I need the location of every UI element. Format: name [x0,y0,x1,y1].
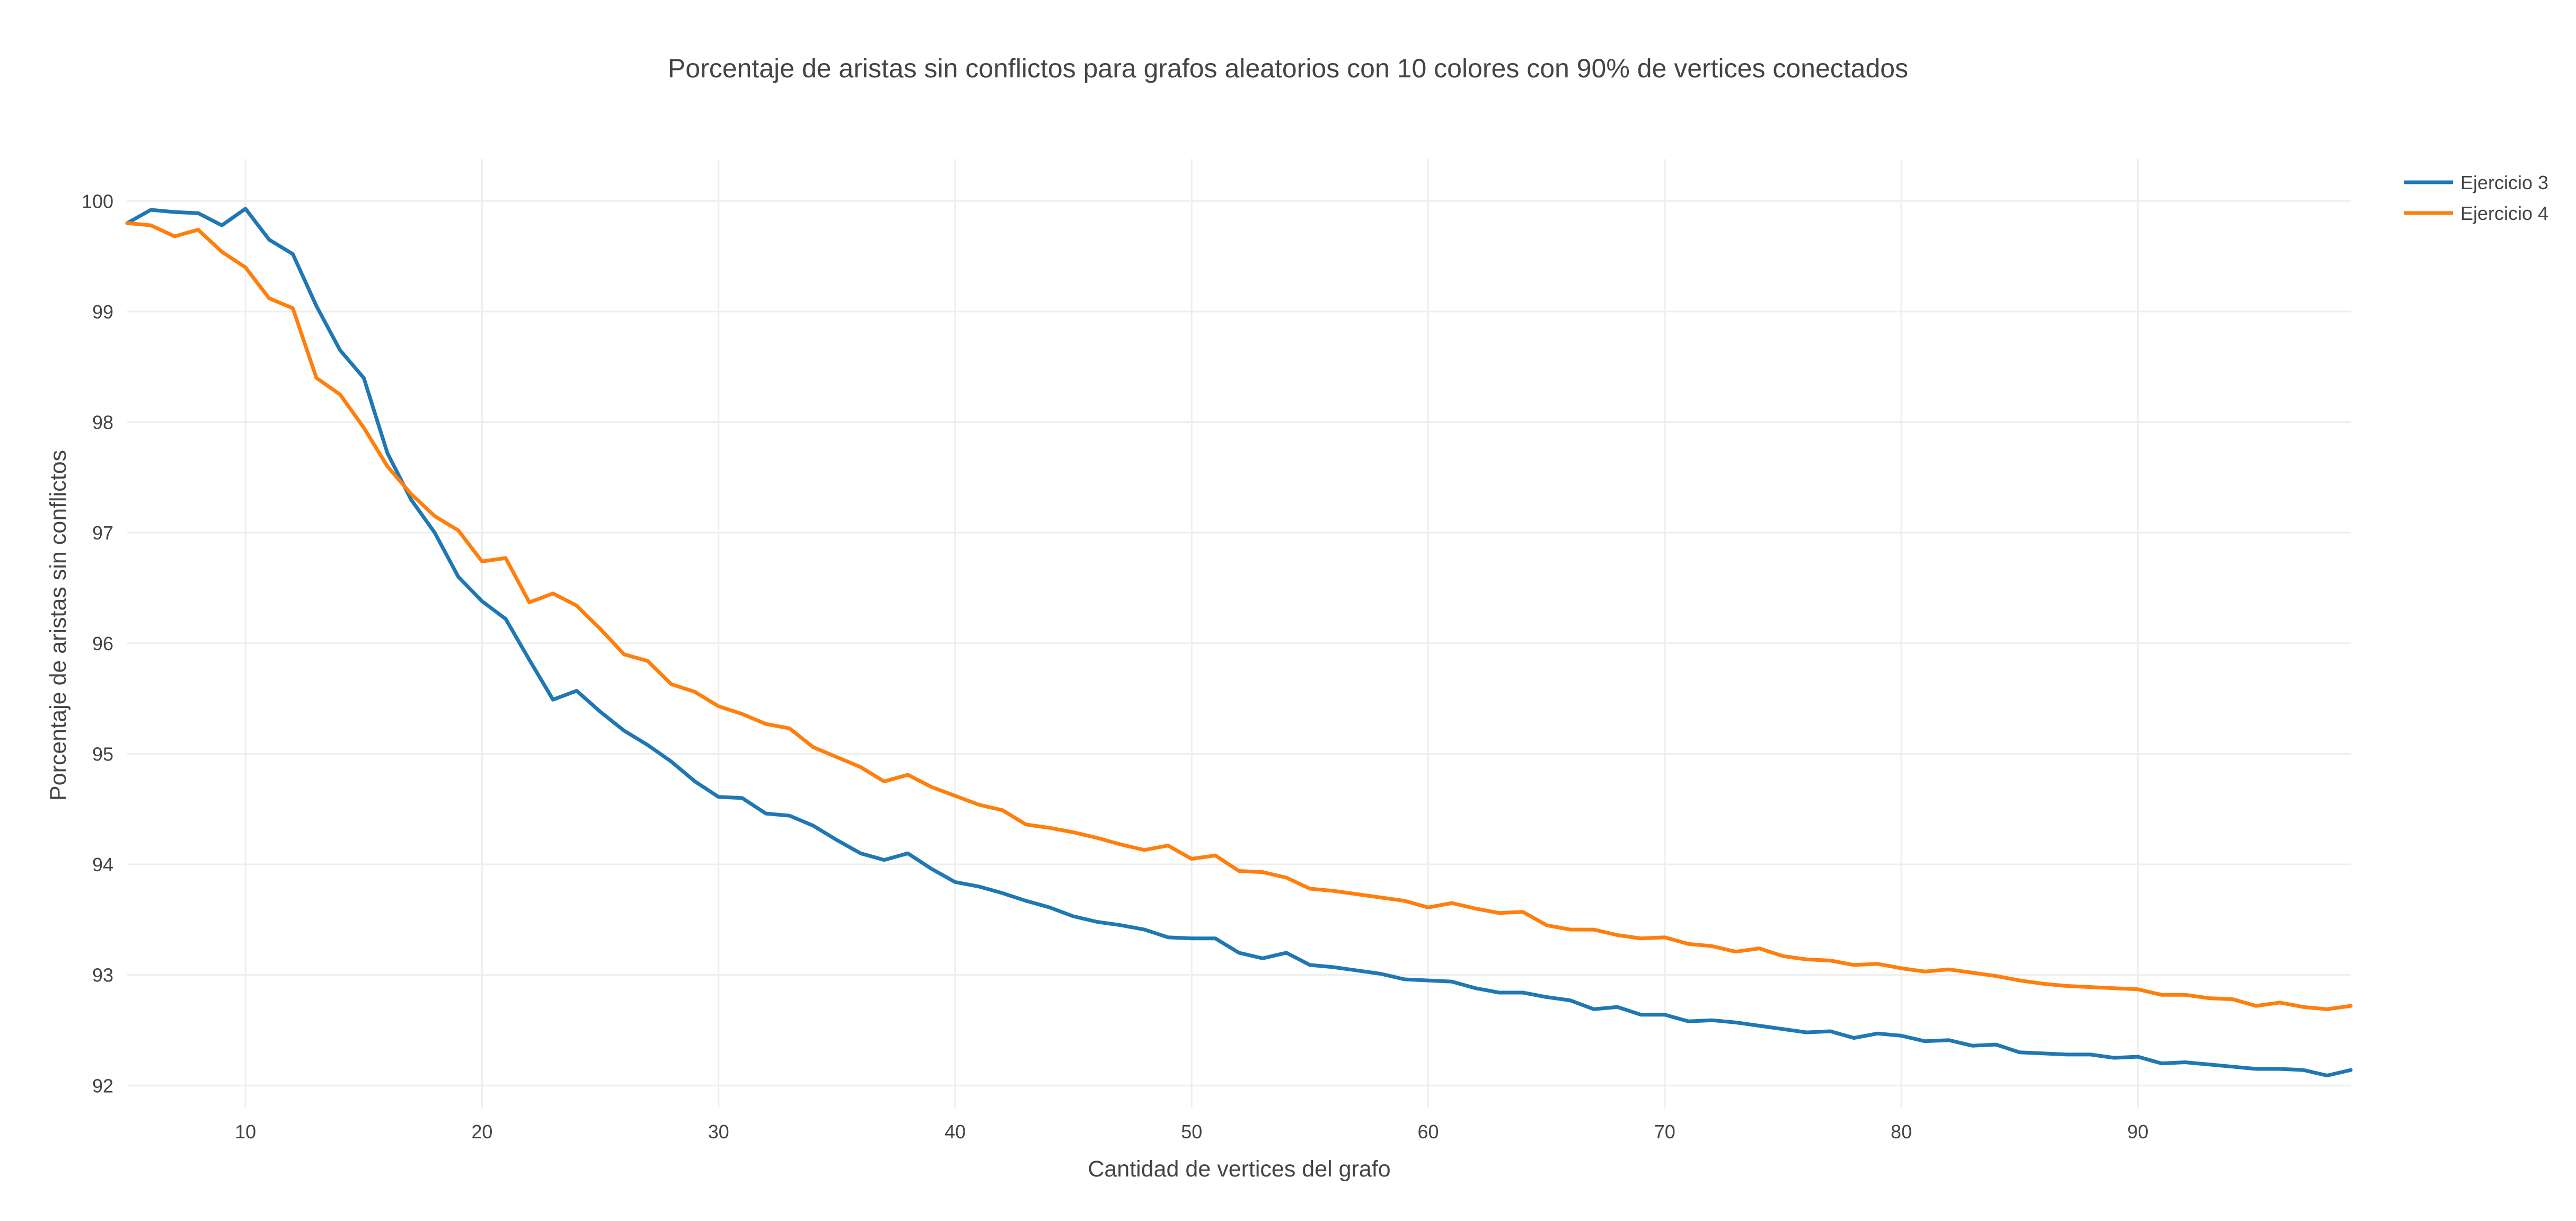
chart-title: Porcentaje de aristas sin conflictos par… [668,54,1908,83]
legend-label: Ejercicio 3 [2460,172,2548,193]
series-line-4 [125,221,2353,1011]
legend: Ejercicio 3 Ejercicio 4 [2404,172,2548,224]
x-tick-label: 80 [1891,1121,1912,1143]
x-tick-label: 20 [471,1121,492,1143]
x-tick-label: 50 [1181,1121,1202,1143]
y-tick-label: 92 [92,1075,113,1096]
x-tick-label: 10 [235,1121,256,1143]
x-tick-label: 30 [708,1121,729,1143]
axis-ticks: 92 93 94 95 96 97 98 99 100 10 20 30 40 50 60 70 80 90 [82,190,2148,1143]
series-line-3 [125,207,2353,1077]
y-tick-label: 96 [92,633,113,654]
x-tick-label: 60 [1417,1121,1439,1143]
legend-label: Ejercicio 4 [2460,202,2548,224]
y-tick-label: 95 [92,743,113,765]
y-tick-label: 100 [82,190,113,212]
x-axis-title: Cantidad de vertices del grafo [1088,1156,1390,1182]
gridlines [127,159,2351,1108]
y-tick-label: 98 [92,412,113,433]
x-tick-label: 90 [2127,1121,2148,1143]
y-tick-label: 97 [92,522,113,544]
plot-area [125,207,2353,1077]
x-tick-label: 40 [945,1121,966,1143]
y-tick-label: 99 [92,301,113,323]
x-tick-label: 70 [1654,1121,1675,1143]
y-tick-label: 94 [92,854,113,875]
y-tick-label: 93 [92,965,113,986]
y-axis-title: Porcentaje de aristas sin conflictos [46,450,71,801]
